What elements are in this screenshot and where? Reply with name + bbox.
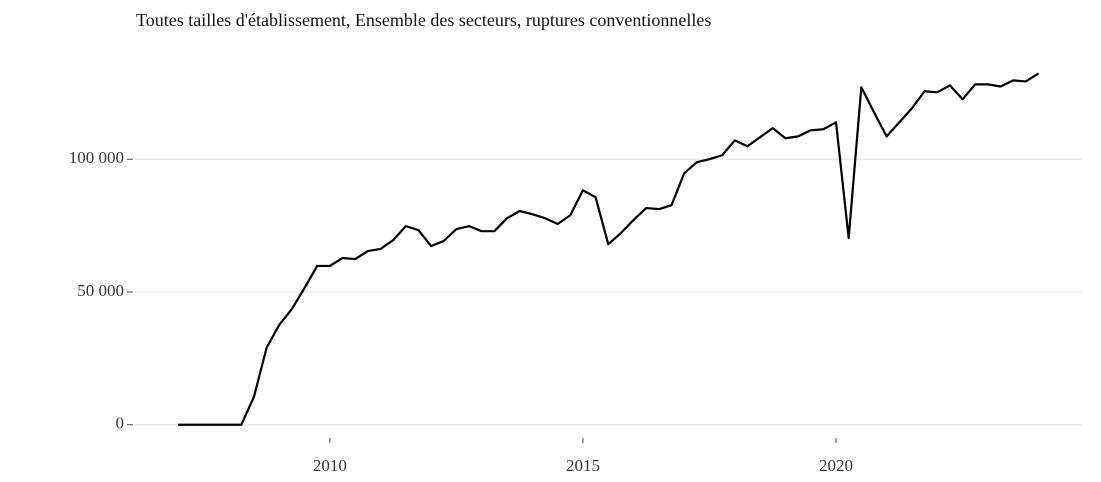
x-tick-label: 2015: [566, 456, 600, 475]
x-tick-label: 2010: [313, 456, 347, 475]
y-tick-label: 0: [116, 414, 125, 433]
x-tick-label: 2020: [819, 456, 853, 475]
data-line: [178, 72, 1040, 426]
y-tick-label: 100 000: [69, 148, 124, 167]
y-tick-label: 50 000: [77, 281, 124, 300]
chart-title: Toutes tailles d'établissement, Ensemble…: [136, 10, 711, 30]
